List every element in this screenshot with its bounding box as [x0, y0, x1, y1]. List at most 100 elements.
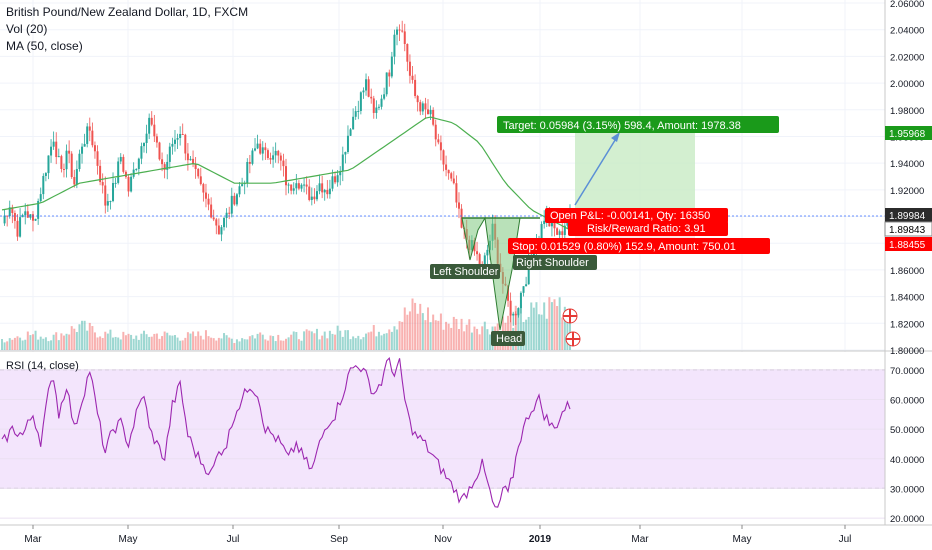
- volume-bar: [243, 339, 246, 350]
- ma50-line: [1, 116, 571, 231]
- right-shoulder-label: Right Shoulder: [513, 255, 597, 270]
- candle-body: [215, 219, 218, 226]
- candle-body: [308, 186, 311, 200]
- candle-body: [101, 182, 104, 186]
- volume-bar: [556, 306, 559, 350]
- volume-bar: [473, 326, 476, 350]
- volume-bar: [261, 334, 264, 350]
- candle-body: [24, 211, 27, 216]
- candle-body: [390, 56, 393, 77]
- rsi-grid: [0, 369, 885, 519]
- time-tick-label: Mar: [24, 534, 42, 545]
- volume-bar: [83, 320, 86, 350]
- candle-body: [161, 159, 164, 165]
- volume-bar: [96, 337, 99, 350]
- candle-body: [119, 156, 122, 162]
- candle-body: [450, 173, 453, 179]
- candle-body: [127, 177, 130, 192]
- volume-bar: [543, 302, 546, 350]
- candle-body: [29, 214, 32, 218]
- volume-bar: [106, 333, 109, 350]
- volume-bar: [292, 331, 295, 350]
- risk-reward-label[interactable]: Risk/Reward Ratio: 3.91: [568, 221, 728, 236]
- volume-bar: [168, 335, 171, 350]
- volume-bar: [21, 340, 24, 350]
- svg-text:Risk/Reward Ratio: 3.91: Risk/Reward Ratio: 3.91: [587, 223, 706, 235]
- volume-bar: [390, 331, 393, 350]
- volume-bar: [173, 335, 176, 350]
- candle-body: [55, 141, 58, 158]
- volume-bars: [1, 297, 571, 350]
- volume-bar: [561, 317, 564, 350]
- volume-bar: [52, 334, 55, 350]
- candle-body: [372, 98, 375, 113]
- price-tick-label: 1.82000: [890, 319, 924, 330]
- candle-body: [398, 29, 401, 31]
- time-tick-label: 2019: [529, 534, 552, 545]
- volume-bar: [101, 337, 104, 350]
- volume-bar: [305, 329, 308, 350]
- volume-bar: [553, 299, 556, 350]
- volume-bar: [127, 333, 130, 350]
- volume-bar: [6, 341, 9, 350]
- volume-bar: [228, 337, 231, 350]
- volume-bar: [424, 320, 427, 350]
- candle-body: [78, 153, 81, 170]
- volume-bar: [354, 338, 357, 350]
- candle-body: [370, 96, 373, 99]
- candle-body: [199, 176, 202, 185]
- candle-body: [543, 220, 546, 225]
- volume-bar: [279, 340, 282, 350]
- candle-body: [112, 183, 115, 202]
- candle-body: [241, 184, 244, 187]
- volume-bar: [548, 297, 551, 350]
- candle-body: [150, 117, 153, 125]
- volume-bar: [248, 336, 251, 350]
- open-pl-label[interactable]: Open P&L: -0.00141, Qty: 16350: [545, 208, 728, 223]
- volume-bar: [367, 332, 370, 350]
- volume-bar: [470, 332, 473, 350]
- volume-bar: [300, 340, 303, 350]
- volume-bar: [93, 332, 96, 350]
- volume-bar: [254, 338, 257, 350]
- volume-bar: [398, 321, 401, 350]
- volume-bar: [416, 313, 419, 350]
- volume-bar: [68, 334, 71, 350]
- nz-flag-icon: [565, 331, 581, 347]
- svg-text:Left Shoulder: Left Shoulder: [433, 266, 499, 278]
- volume-bar: [303, 331, 306, 350]
- candle-body: [478, 254, 481, 265]
- volume-bar: [272, 336, 275, 350]
- candle-body: [166, 161, 169, 170]
- candle-body: [235, 194, 238, 205]
- volume-bar: [233, 342, 236, 350]
- volume-bar: [460, 318, 463, 350]
- price-axis: 2.060002.040002.020002.000001.980001.960…: [890, 0, 924, 357]
- stop-label[interactable]: Stop: 0.01529 (0.80%) 152.9, Amount: 750…: [508, 238, 770, 254]
- volume-bar: [519, 304, 522, 350]
- volume-bar: [334, 334, 337, 350]
- candle-body: [388, 72, 391, 77]
- chart-title: British Pound/New Zealand Dollar, 1D, FX…: [6, 5, 248, 19]
- candle-body: [349, 129, 352, 136]
- price-tick-label: 1.80000: [890, 346, 924, 357]
- volume-bar: [238, 341, 241, 350]
- candle-body: [189, 158, 192, 161]
- target-label[interactable]: Target: 0.05984 (3.15%) 598.4, Amount: 1…: [497, 116, 779, 133]
- volume-bar: [297, 339, 300, 350]
- price-tick-label: 1.86000: [890, 266, 924, 277]
- volume-bar: [341, 336, 344, 350]
- volume-bar: [339, 330, 342, 350]
- time-tick-label: Nov: [434, 534, 452, 545]
- candle-body: [341, 154, 344, 172]
- volume-bar: [150, 336, 153, 350]
- volume-bar: [163, 331, 166, 350]
- candle-body: [550, 220, 553, 227]
- volume-bar: [318, 339, 321, 350]
- candle-body: [447, 169, 450, 174]
- candle-body: [70, 153, 73, 178]
- candle-body: [220, 227, 223, 235]
- volume-bar: [145, 334, 148, 350]
- volume-bar: [427, 307, 429, 350]
